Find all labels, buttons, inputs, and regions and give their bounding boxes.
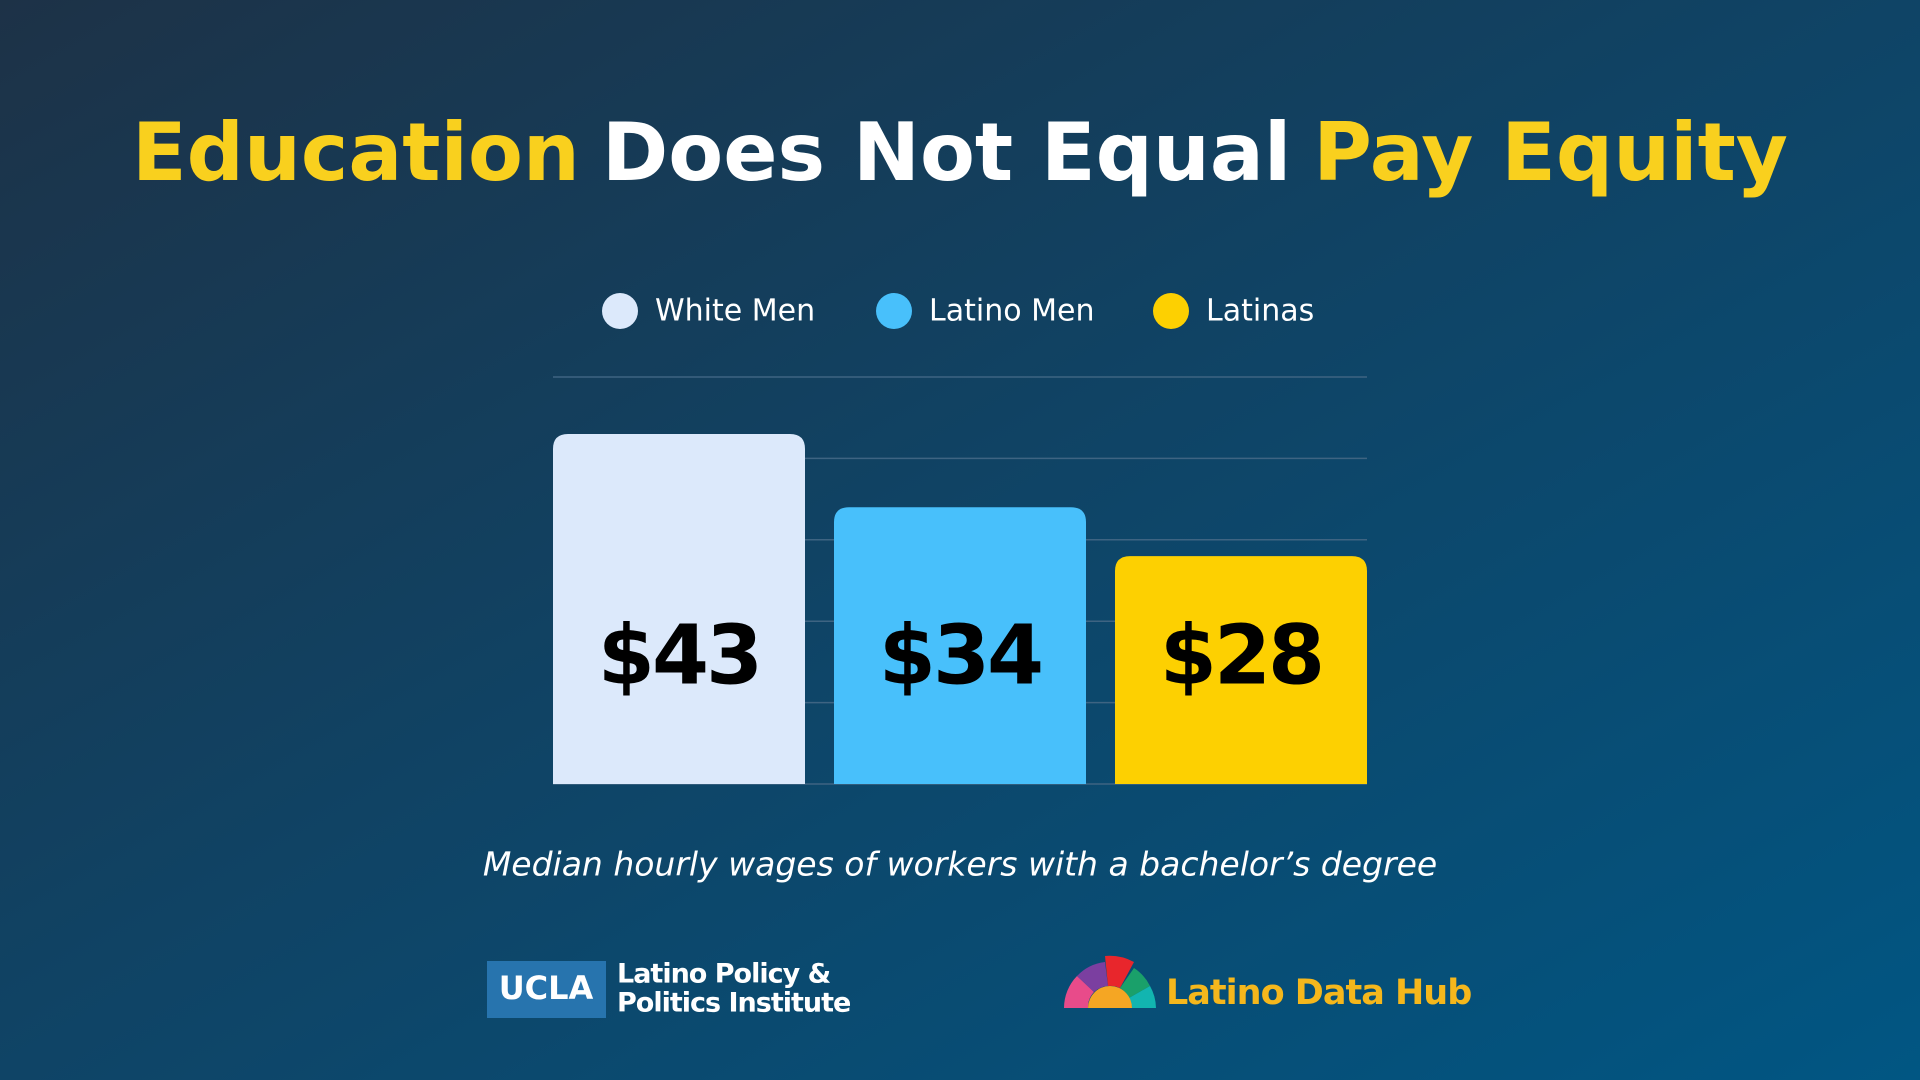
value-label: $43 — [598, 608, 760, 703]
bar — [834, 507, 1086, 784]
title-segment: Education — [132, 106, 580, 199]
icon-core — [1088, 986, 1132, 1008]
legend-swatch — [602, 293, 638, 329]
title-segment: Pay Equity — [1313, 106, 1788, 199]
legend-label: Latino Men — [929, 294, 1094, 329]
legend: White Men Latino Men Latinas — [602, 293, 1314, 329]
ucla-badge: UCLA — [499, 969, 594, 1007]
ucla-logo: UCLA Latino Policy & Politics Institute — [487, 959, 851, 1019]
chart-title: Education Does Not Equal Pay Equity — [132, 106, 1788, 199]
bar — [553, 433, 805, 784]
institute-line: Latino Policy & — [617, 959, 831, 990]
icon-wedge — [1064, 976, 1094, 1008]
icon-wedge — [1105, 955, 1134, 988]
bars: $43 $34 $28 — [553, 433, 1367, 784]
data-hub-logo: Latino Data Hub — [1064, 955, 1472, 1013]
icon-wedge — [1129, 986, 1156, 1008]
legend-swatch — [876, 293, 912, 329]
value-label: $28 — [1160, 608, 1322, 703]
ucla-badge-box — [487, 961, 606, 1018]
bar — [1115, 556, 1367, 784]
institute-line: Politics Institute — [617, 988, 850, 1019]
title-segment: Does Not Equal — [602, 106, 1291, 199]
legend-label: White Men — [655, 294, 815, 329]
hub-icon — [1064, 955, 1156, 1008]
value-label: $34 — [879, 608, 1041, 703]
icon-wedge — [1077, 962, 1108, 992]
legend-label: Latinas — [1206, 294, 1314, 329]
legend-swatch — [1153, 293, 1189, 329]
caption: Median hourly wages of workers with a ba… — [483, 845, 1437, 884]
hub-name: Latino Data Hub — [1166, 973, 1471, 1013]
icon-wedge — [1120, 968, 1150, 998]
